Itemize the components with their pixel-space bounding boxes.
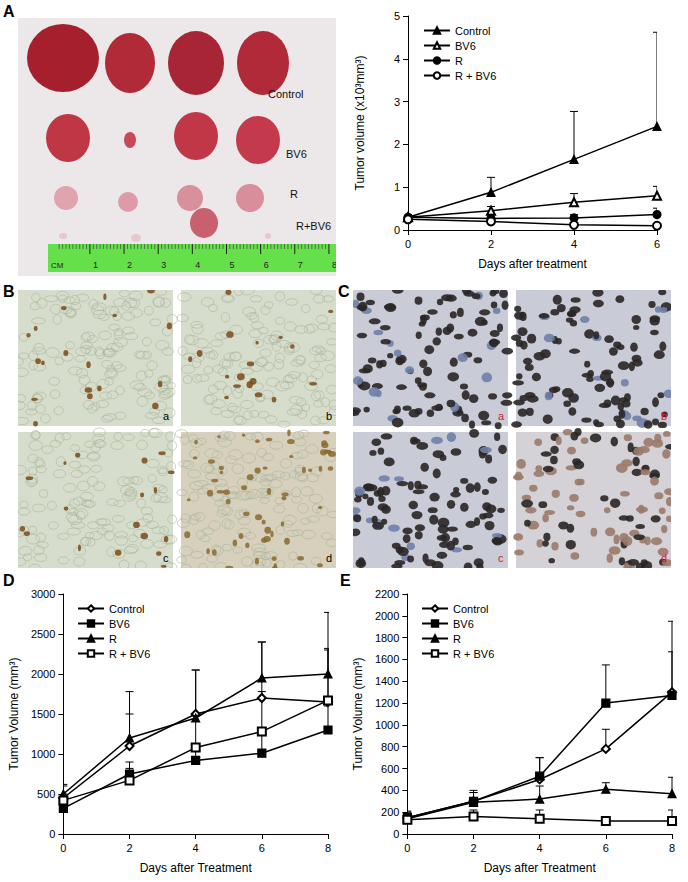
svg-text:3: 3 (394, 96, 400, 108)
html-text:B: B (3, 283, 15, 300)
html-text:C: C (338, 283, 350, 300)
svg-text:1400: 1400 (375, 675, 399, 687)
svg-text:200: 200 (381, 806, 399, 818)
svg-text:1200: 1200 (375, 697, 399, 709)
svg-text:Tumor Volume (mm³): Tumor Volume (mm³) (351, 658, 365, 771)
svg-text:8: 8 (325, 842, 331, 854)
svg-text:2: 2 (394, 138, 400, 150)
svg-text:a: a (163, 410, 170, 422)
svg-text:BV6: BV6 (286, 148, 307, 160)
svg-text:4: 4 (195, 260, 200, 270)
svg-text:500: 500 (37, 788, 55, 800)
svg-text:1: 1 (93, 260, 98, 270)
svg-text:2500: 2500 (31, 628, 55, 640)
svg-text:1: 1 (394, 181, 400, 193)
svg-text:b: b (661, 410, 667, 422)
svg-text:0: 0 (404, 842, 410, 854)
svg-text:1000: 1000 (375, 719, 399, 731)
svg-text:c: c (163, 552, 169, 564)
svg-text:R: R (109, 633, 117, 645)
html-text:A: A (3, 3, 15, 20)
svg-text:4: 4 (193, 842, 199, 854)
svg-text:0: 0 (49, 828, 55, 840)
svg-text:d: d (661, 552, 667, 564)
svg-text:0: 0 (405, 238, 411, 250)
svg-text:4: 4 (537, 842, 543, 854)
svg-text:Tumor Volume (mm³): Tumor Volume (mm³) (7, 658, 21, 771)
svg-text:4: 4 (394, 53, 400, 65)
svg-text:0: 0 (393, 828, 399, 840)
svg-text:6: 6 (264, 260, 269, 270)
svg-text:Control: Control (109, 603, 144, 615)
svg-text:Tumor volume (x10³mm³): Tumor volume (x10³mm³) (353, 56, 367, 191)
svg-text:2000: 2000 (31, 668, 55, 680)
svg-text:R: R (453, 633, 461, 645)
svg-text:2: 2 (127, 260, 132, 270)
svg-text:CM: CM (51, 261, 64, 270)
svg-text:Control: Control (455, 25, 490, 37)
svg-text:Days after Treatment: Days after Treatment (484, 861, 597, 875)
svg-text:2: 2 (126, 842, 132, 854)
svg-text:R + BV6: R + BV6 (453, 648, 494, 660)
svg-text:0: 0 (60, 842, 66, 854)
svg-text:Control: Control (268, 88, 303, 100)
svg-text:6: 6 (259, 842, 265, 854)
svg-text:800: 800 (381, 741, 399, 753)
svg-text:R + BV6: R + BV6 (109, 648, 150, 660)
svg-text:R+BV6: R+BV6 (296, 220, 331, 232)
svg-text:600: 600 (381, 763, 399, 775)
html-text:D: D (3, 572, 15, 589)
svg-text:3000: 3000 (31, 588, 55, 600)
svg-text:6: 6 (654, 238, 660, 250)
svg-text:2: 2 (470, 842, 476, 854)
svg-text:R: R (455, 55, 463, 67)
svg-text:c: c (498, 552, 504, 564)
svg-text:4: 4 (571, 238, 577, 250)
svg-text:0: 0 (394, 224, 400, 236)
html-text:E: E (340, 572, 351, 589)
svg-text:8: 8 (332, 260, 336, 270)
svg-text:BV6: BV6 (455, 40, 476, 52)
svg-text:Days after treatment: Days after treatment (478, 257, 587, 271)
svg-text:BV6: BV6 (109, 618, 130, 630)
svg-text:1800: 1800 (375, 632, 399, 644)
svg-text:2000: 2000 (375, 610, 399, 622)
svg-text:d: d (326, 552, 332, 564)
svg-text:2: 2 (488, 238, 494, 250)
svg-text:8: 8 (669, 842, 675, 854)
svg-text:BV6: BV6 (453, 618, 474, 630)
svg-text:2200: 2200 (375, 588, 399, 600)
svg-text:3: 3 (161, 260, 166, 270)
svg-text:400: 400 (381, 784, 399, 796)
svg-text:Control: Control (453, 603, 488, 615)
svg-text:Days after Treatment: Days after Treatment (140, 861, 253, 875)
svg-text:1500: 1500 (31, 708, 55, 720)
svg-text:a: a (498, 410, 505, 422)
svg-text:5: 5 (229, 260, 234, 270)
svg-text:7: 7 (298, 260, 303, 270)
svg-text:b: b (326, 410, 332, 422)
svg-text:1600: 1600 (375, 653, 399, 665)
svg-text:1000: 1000 (31, 748, 55, 760)
svg-text:5: 5 (394, 10, 400, 22)
svg-text:6: 6 (603, 842, 609, 854)
svg-text:R + BV6: R + BV6 (455, 70, 496, 82)
svg-text:R: R (290, 188, 298, 200)
